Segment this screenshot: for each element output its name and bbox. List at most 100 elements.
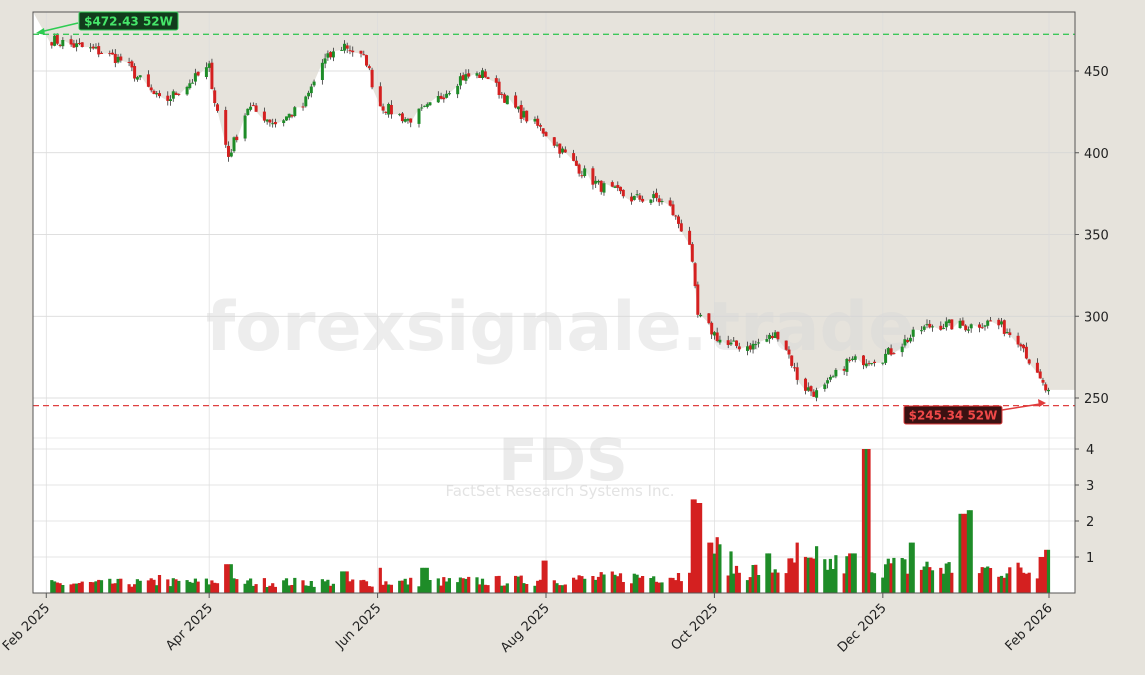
candle-body [773,332,777,338]
low-52w-label: $245.34 52W [909,409,998,423]
candle-body [591,168,595,185]
candle-body [541,128,545,134]
candle-body [293,107,297,116]
volume-bar [969,510,973,593]
candle-body [718,339,722,343]
volume-bar [146,580,150,593]
date-tick-label: Aug 2025 [498,601,553,656]
candle-body [900,346,904,353]
volume-bar [602,574,606,593]
candle-body [423,105,426,107]
price-tick-label: 300 [1084,310,1109,325]
candle-body [331,51,335,58]
candle-body [169,99,172,101]
volume-bar [864,449,868,593]
candle-body [287,113,291,118]
candle-body [1047,389,1050,392]
candle-body [986,320,990,326]
volume-bar [113,583,117,593]
volume-bar [91,582,95,593]
volume-bar [135,579,139,593]
volume-bar [652,576,656,593]
candle-body [715,332,719,341]
candle-body [908,337,912,342]
volume-bar [1002,577,1006,593]
candle-body [370,69,374,88]
volume-bar [486,585,490,593]
candle-body [58,44,62,46]
candle-body [312,81,316,86]
candle-body [1005,332,1009,333]
date-tick-label: Apr 2025 [163,601,216,654]
candle-body [679,223,683,232]
candle-body [657,198,661,203]
volume-bar [428,580,432,593]
volume-bar [710,542,714,593]
volume-bar [757,575,761,593]
candle-body [823,384,827,389]
candle-body [732,340,736,342]
volume-bar [478,584,482,593]
candle-body [130,61,134,68]
volume-bar [246,580,250,593]
candle-body [171,91,175,99]
volume-bar [467,576,471,593]
candle-body [577,164,581,174]
volume-bar [806,557,810,593]
candle-body [519,105,523,119]
volume-bar [301,580,305,593]
candle-body [693,263,697,287]
volume-bar [307,585,311,593]
volume-bar [168,586,173,593]
candle-body [978,324,981,328]
volume-bar [986,566,990,593]
candle-body [464,74,468,81]
candle-body [326,53,330,58]
candle-body [552,137,556,146]
volume-bar [911,542,915,593]
candle-body [387,104,391,115]
candle-body [155,93,159,95]
candle-body [481,70,484,78]
volume-bar [803,556,808,593]
volume-bar [193,578,197,593]
volume-bar [133,584,137,593]
volume-bar [61,585,65,593]
candle-body [116,56,120,63]
candle-body [853,356,857,360]
candle-body [997,319,1001,326]
candle-body [89,47,92,49]
candle-body [574,160,578,166]
candle-body [367,66,371,69]
volume-tick-label: 3 [1086,479,1094,494]
volume-bar [544,560,548,593]
volume-bar [293,577,297,593]
volume-bar [188,581,192,593]
candle-body [602,183,606,193]
volume-bar [690,499,694,593]
candle-body [273,122,277,125]
volume-bar [207,584,211,593]
candle-body [445,93,449,98]
candle-body [862,355,865,366]
volume-bar [980,567,984,593]
volume-bar [922,566,926,593]
volume-bar [403,578,407,593]
watermark-company: FactSet Research Systems Inc. [445,482,674,500]
candle-body [196,71,200,76]
candle-body [403,119,407,122]
candle-body [748,345,752,350]
candle-body [343,43,346,51]
volume-bar [226,564,231,593]
candle-body [138,75,142,78]
candle-body [563,149,567,153]
volume-bar [243,583,247,593]
candle-body [290,115,294,117]
candle-body [922,326,926,330]
candle-body [737,346,741,350]
price-tick-label: 350 [1084,229,1109,244]
candle-body [1038,371,1042,379]
candle-body [185,86,189,95]
volume-bar [422,567,427,593]
volume-bar [251,585,255,593]
